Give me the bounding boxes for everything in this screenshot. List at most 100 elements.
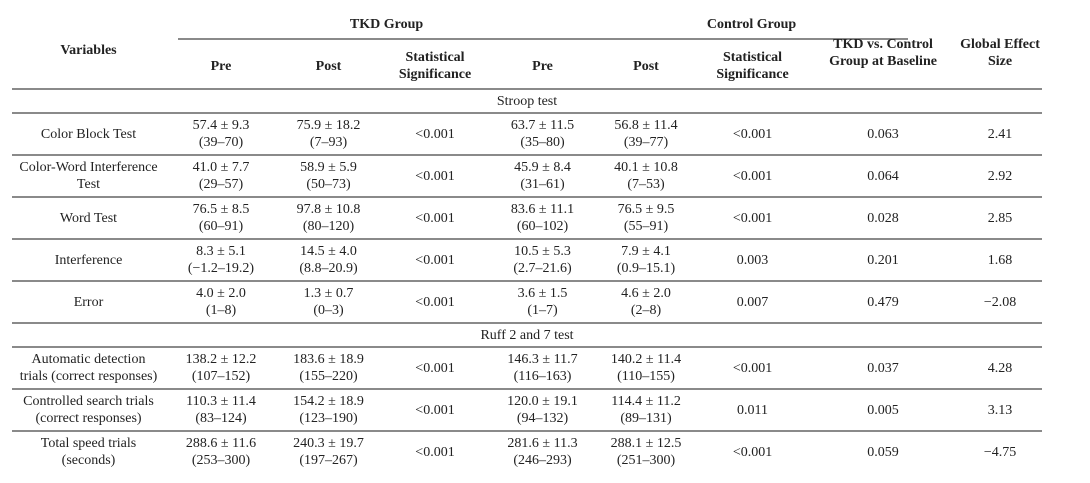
header-control-group: Control Group <box>595 12 909 44</box>
tkd-post-value: 14.5 ± 4.0 (8.8–20.9) <box>277 239 380 282</box>
table-body: Stroop test Color Block Test 57.4 ± 9.3 (39… <box>12 89 1043 472</box>
control-pre-value-line: 3.6 ± 1.5 <box>517 286 568 301</box>
tkd-pre-value-line: (39–70) <box>198 135 244 150</box>
tkd-post-value-line: 240.3 ± 19.7 <box>293 436 364 451</box>
baseline-p-value: 0.063 <box>808 113 959 156</box>
control-post-value-line: (110–155) <box>617 369 675 384</box>
tkd-pre-value: 4.0 ± 2.0 (1–8) <box>165 281 277 324</box>
table-row: Automatic detection trials (correct respo… <box>12 347 1043 390</box>
section-row: Stroop test <box>12 89 1043 114</box>
tkd-post-value-line: (197–267) <box>299 453 358 468</box>
control-post-value-line: 7.9 ± 4.1 <box>621 244 671 259</box>
baseline-p-value: 0.201 <box>808 239 959 282</box>
control-post-value-line: (7–53) <box>627 177 665 192</box>
tkd-post-value-line: 154.2 ± 18.9 <box>293 394 364 409</box>
tkd-significance: <0.001 <box>380 389 490 432</box>
section-title: Stroop test <box>12 89 1043 114</box>
table-row: Total speed trials (seconds) 288.6 ± 11.6 (… <box>12 431 1042 472</box>
table-row: Interference 8.3 ± 5.1 (−1.2–19.2) 14.5 ± 4… <box>12 239 1043 282</box>
control-pre-value-line: (246–293) <box>513 453 572 468</box>
control-post-value: 56.8 ± 11.4 (39–77) <box>595 113 698 156</box>
baseline-p-value: 0.037 <box>808 347 959 390</box>
tkd-pre-value: 138.2 ± 12.2 (107–152) <box>165 347 277 390</box>
table-row: Controlled search trials (correct respons… <box>12 389 1043 432</box>
control-pre-value: 83.6 ± 11.1 (60–102) <box>490 197 596 240</box>
header-tkd-significance: Statistical Significance <box>380 44 490 90</box>
control-pre-value-line: (116–163) <box>513 369 572 384</box>
baseline-p-value: 0.479 <box>808 281 959 324</box>
control-post-value-line: 56.8 ± 11.4 <box>614 118 678 133</box>
control-pre-value-line: 63.7 ± 11.5 <box>510 118 575 133</box>
control-significance: <0.001 <box>697 197 809 240</box>
header-tkd-pre: Pre <box>165 44 277 90</box>
tkd-significance: <0.001 <box>415 444 455 460</box>
control-post-value: 288.1 ± 12.5 (251–300) <box>595 431 697 472</box>
header-control-post: Post <box>595 44 698 90</box>
tkd-significance: <0.001 <box>380 155 490 198</box>
header-effect-size: Global Effect Size <box>958 12 1043 90</box>
results-table: Variables TKD Group Control Group TKD vs… <box>12 12 1043 472</box>
control-post-value-line: (89–131) <box>620 411 672 426</box>
control-pre-value: 3.6 ± 1.5 (1–7) <box>490 281 596 324</box>
tkd-post-value-line: 14.5 ± 4.0 <box>300 244 357 259</box>
control-significance: 0.011 <box>697 389 809 432</box>
variable-name-line: (correct responses) <box>35 411 142 426</box>
tkd-pre-value-line: (60–91) <box>198 219 244 234</box>
control-post-value-line: (0.9–15.1) <box>616 261 676 276</box>
effect-size: 2.92 <box>958 155 1043 198</box>
tkd-post-value: 97.8 ± 10.8 (80–120) <box>277 197 380 240</box>
header-control-significance: Statistical Significance <box>697 44 809 90</box>
effect-size: 3.13 <box>958 389 1043 432</box>
tkd-post-value: 183.6 ± 18.9 (155–220) <box>277 347 380 390</box>
control-post-value-line: 288.1 ± 12.5 <box>610 436 682 451</box>
header-tkd-group: TKD Group <box>165 12 596 44</box>
effect-size: 1.68 <box>958 239 1043 282</box>
control-post-value-line: 4.6 ± 2.0 <box>621 286 671 301</box>
tkd-post-value-line: (8.8–20.9) <box>299 261 358 276</box>
tkd-significance: <0.001 <box>380 113 490 156</box>
tkd-pre-value-line: 41.0 ± 7.7 <box>192 160 250 175</box>
control-post-value-line: 114.4 ± 11.2 <box>611 394 681 409</box>
tkd-pre-value-line: (107–152) <box>191 369 251 384</box>
tkd-post-value: 1.3 ± 0.7 (0–3) <box>277 281 380 324</box>
control-post-value-line: 40.1 ± 10.8 <box>614 160 678 175</box>
baseline-p-value: 0.028 <box>808 197 959 240</box>
variable-name: Color-Word Interference Test <box>12 155 165 198</box>
control-pre-value: 281.6 ± 11.3 (246–293) <box>490 431 595 472</box>
effect-size: 4.28 <box>958 347 1043 390</box>
tkd-pre-value-line: 4.0 ± 2.0 <box>196 286 246 301</box>
tkd-pre-value: 8.3 ± 5.1 (−1.2–19.2) <box>165 239 277 282</box>
tkd-post-value-line: 97.8 ± 10.8 <box>296 202 361 217</box>
tkd-pre-value-line: (29–57) <box>198 177 244 192</box>
tkd-significance: <0.001 <box>380 281 490 324</box>
table-row: Word Test 76.5 ± 8.5 (60–91) 97.8 ± 10.8 (80… <box>12 197 1043 240</box>
section-row: Ruff 2 and 7 test <box>12 323 1043 348</box>
header-control-pre: Pre <box>490 44 596 90</box>
header-variables: Variables <box>12 12 165 90</box>
variable-name-line: trials (correct responses) <box>19 369 158 384</box>
control-post-value: 40.1 ± 10.8 (7–53) <box>595 155 698 198</box>
control-pre-value: 10.5 ± 5.3 (2.7–21.6) <box>490 239 596 282</box>
effect-size: −2.08 <box>958 281 1043 324</box>
control-post-value-line: (55–91) <box>623 219 669 234</box>
control-pre-value: 63.7 ± 11.5 (35–80) <box>490 113 596 156</box>
control-pre-value-line: 146.3 ± 11.7 <box>507 352 578 367</box>
tkd-post-value: 154.2 ± 18.9 (123–190) <box>277 389 380 432</box>
tkd-pre-value: 41.0 ± 7.7 (29–57) <box>165 155 277 198</box>
control-significance: 0.007 <box>697 281 809 324</box>
baseline-p-value: 0.064 <box>808 155 959 198</box>
control-post-value: 76.5 ± 9.5 (55–91) <box>595 197 698 240</box>
variable-name: Error <box>12 281 165 324</box>
section-title: Ruff 2 and 7 test <box>12 323 1043 348</box>
variable-name: Total speed trials (seconds) <box>12 431 165 472</box>
control-significance: <0.001 <box>732 444 773 460</box>
control-pre-value-line: (1–7) <box>527 303 558 318</box>
control-post-value: 140.2 ± 11.4 (110–155) <box>595 347 698 390</box>
control-significance: 0.003 <box>697 239 809 282</box>
tkd-post-value: 58.9 ± 5.9 (50–73) <box>277 155 380 198</box>
control-post-value: 114.4 ± 11.2 (89–131) <box>595 389 698 432</box>
tkd-post-value-line: 75.9 ± 18.2 <box>296 118 361 133</box>
tkd-pre-value: 57.4 ± 9.3 (39–70) <box>165 113 277 156</box>
control-post-value: 7.9 ± 4.1 (0.9–15.1) <box>595 239 698 282</box>
effect-size: 2.85 <box>958 197 1043 240</box>
